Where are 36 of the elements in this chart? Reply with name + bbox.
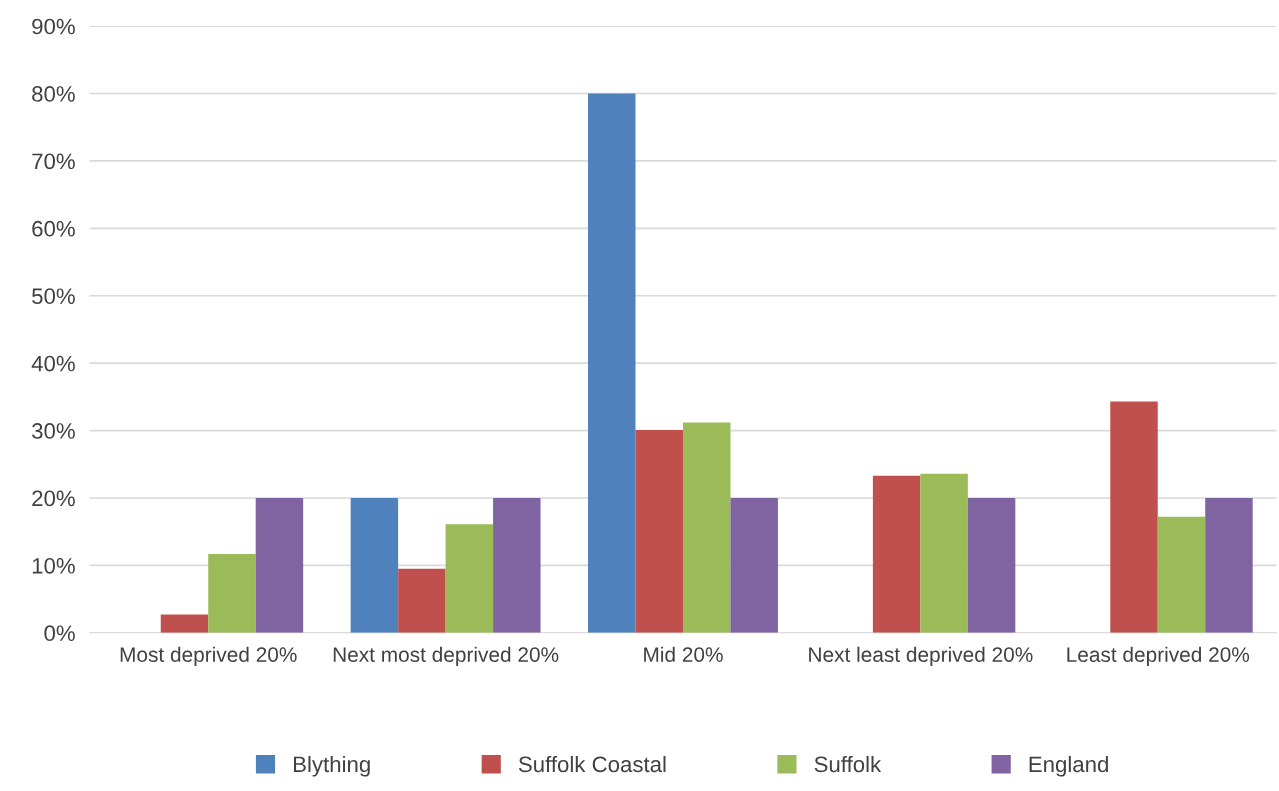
bar (635, 429, 683, 633)
bar (1205, 497, 1253, 633)
bar (682, 422, 731, 633)
bar (398, 568, 446, 633)
y-tick-label: 10% (32, 557, 75, 574)
x-tick-label: Least deprived 20% (1067, 646, 1250, 667)
y-tick-label: 90% (32, 18, 75, 35)
y-tick-label: 30% (32, 423, 75, 439)
bar (255, 497, 304, 633)
y-tick-label: 0% (44, 625, 75, 642)
bar (872, 475, 921, 633)
bar (160, 614, 209, 633)
legend-label: Suffolk (814, 755, 882, 773)
bar (350, 497, 399, 633)
bar (588, 93, 636, 633)
bar (920, 473, 968, 633)
y-tick-label: 20% (32, 490, 75, 507)
y-tick-label: 80% (32, 86, 75, 102)
x-tick-label: Most deprived 20% (120, 646, 297, 667)
x-tick-label: Mid 20% (644, 646, 723, 662)
bar (208, 553, 256, 633)
y-tick-label: 60% (32, 220, 75, 237)
bar (967, 497, 1016, 633)
x-tick-label: Next least deprived 20% (809, 646, 1033, 667)
bar (445, 524, 494, 633)
bar (493, 497, 541, 633)
bar (1110, 401, 1158, 633)
legend-label: England (1029, 755, 1108, 777)
legend-label: Suffolk Coastal (518, 755, 666, 773)
y-tick-label: 40% (31, 355, 75, 372)
y-tick-label: 50% (32, 288, 75, 305)
x-tick-label: Next most deprived 20% (333, 646, 559, 667)
y-tick-label: 70% (32, 153, 75, 170)
legend-label: Blything (293, 755, 370, 777)
bar (730, 497, 778, 633)
bar (1157, 516, 1206, 633)
